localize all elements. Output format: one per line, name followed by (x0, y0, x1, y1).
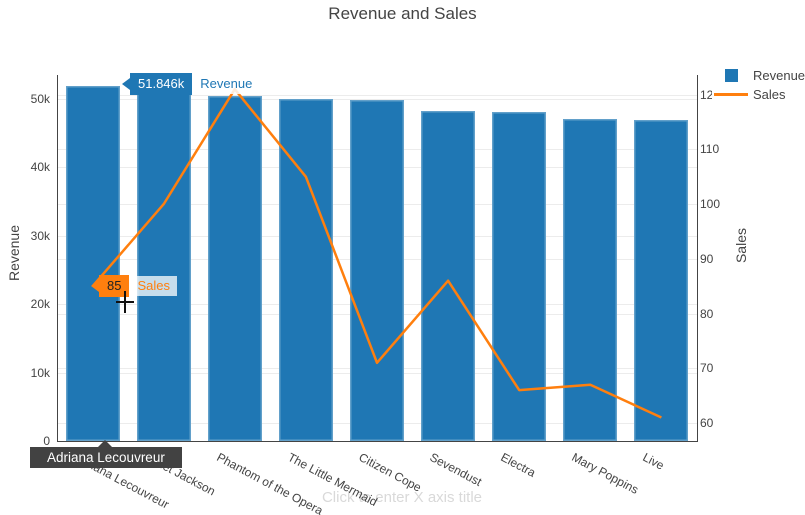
x-axis-title-placeholder[interactable]: Click to enter X axis title (321, 489, 483, 506)
hover-arrow-left-icon (122, 78, 130, 90)
hover-category-text: Adriana Lecouvreur (47, 450, 165, 465)
right-tick-label: 60 (700, 415, 714, 430)
left-tick-label: 50k (30, 91, 50, 106)
revenue-bar[interactable] (65, 85, 120, 441)
revenue-bar[interactable] (492, 112, 547, 441)
legend-revenue-swatch-wrap (714, 69, 748, 82)
revenue-bar[interactable] (563, 119, 618, 441)
revenue-bar[interactable] (421, 110, 476, 441)
legend-revenue-label: Revenue (753, 68, 805, 83)
revenue-bar[interactable] (136, 93, 191, 441)
left-tick-label: 40k (30, 160, 50, 174)
hover-revenue-name: Revenue (193, 74, 260, 94)
left-tick-label: 0 (43, 434, 50, 448)
revenue-bar[interactable] (350, 99, 404, 441)
crosshair-cursor-icon (116, 301, 134, 303)
right-axis-line (697, 75, 698, 441)
bar-swatch-icon (724, 69, 738, 82)
left-tick-label: 20k (30, 297, 50, 311)
hover-revenue-value: 51.846k (130, 73, 193, 95)
hover-label-revenue: 51.846k Revenue (122, 73, 260, 95)
x-tick-label: Live (640, 450, 667, 473)
hover-label-category: Adriana Lecouvreur (30, 440, 182, 468)
right-tick-label: 70 (700, 361, 714, 376)
right-tick-label: 100 (700, 197, 721, 212)
right-tick-label: 110 (700, 142, 720, 157)
legend-item-sales[interactable]: Sales (714, 85, 805, 104)
legend-sales-label: Sales (753, 87, 786, 102)
tooltip-arrow-up-icon (98, 440, 112, 447)
legend: Revenue Sales (712, 60, 805, 110)
revenue-bar[interactable] (278, 98, 333, 441)
legend-item-revenue[interactable]: Revenue (714, 66, 805, 85)
right-tick-label: 80 (700, 306, 714, 321)
left-tick-label: 30k (30, 228, 50, 243)
x-tick-label: Sevendust (427, 450, 485, 489)
legend-sales-swatch-wrap (714, 93, 748, 96)
line-swatch-icon (714, 93, 748, 96)
left-axis-line (57, 75, 58, 441)
hover-arrow-left-icon (91, 280, 99, 292)
x-axis-line (57, 441, 698, 442)
hover-sales-name: Sales (130, 276, 177, 296)
x-tick-label: Electra (498, 450, 539, 480)
right-tick-label: 90 (700, 251, 714, 266)
revenue-bar[interactable] (207, 95, 262, 441)
chart-title[interactable]: Revenue and Sales (328, 4, 477, 23)
hover-label-sales: 85 Sales (91, 275, 177, 297)
revenue-bar[interactable] (634, 120, 689, 441)
right-axis-title[interactable]: Sales (733, 228, 749, 264)
left-tick-label: 10k (30, 365, 50, 380)
x-tick-label: Citizen Cope (356, 450, 424, 495)
